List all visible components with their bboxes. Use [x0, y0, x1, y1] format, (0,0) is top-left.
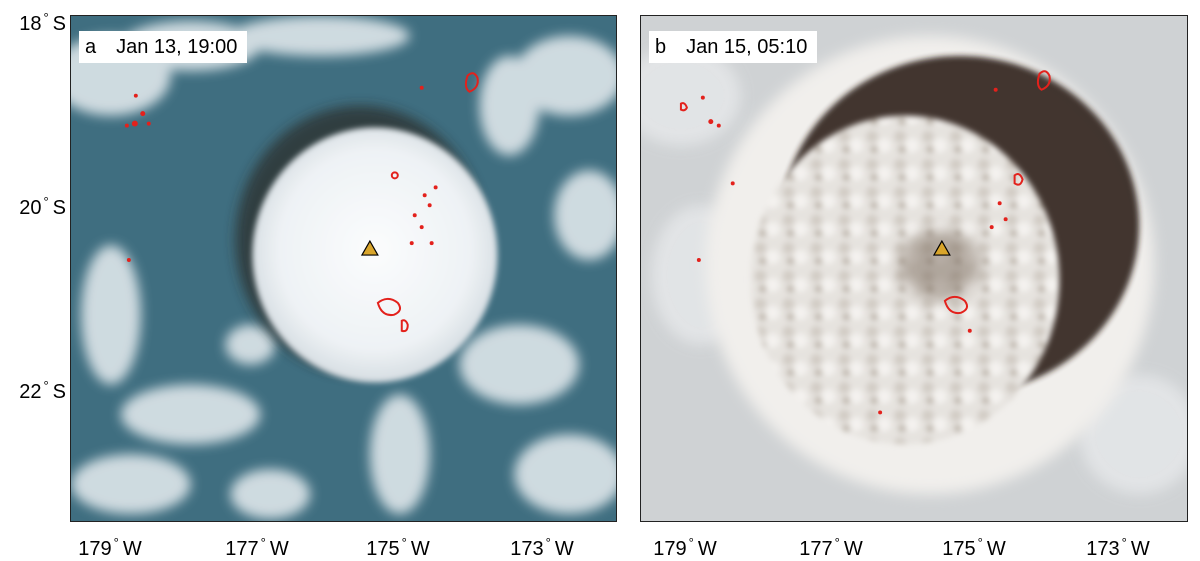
lon-label-b-173w: 173 ° W: [1086, 535, 1150, 560]
satellite-panel-b: b Jan 15, 05:10: [640, 15, 1188, 522]
lon-label-a-179w: 179 ° W: [78, 535, 142, 560]
lat-label-18s: 18 ° S: [19, 10, 66, 35]
lon-label-b-177w: 177 ° W: [799, 535, 863, 560]
lon-label-a-175w: 175 ° W: [366, 535, 430, 560]
panel-a-letter: a: [85, 35, 97, 58]
satellite-panel-a: a Jan 13, 19:00: [70, 15, 617, 522]
satellite-image-a: [71, 16, 616, 521]
lon-label-a-173w: 173 ° W: [510, 535, 574, 560]
panel-b-letter: b: [655, 35, 667, 58]
lat-label-22s: 22 ° S: [19, 378, 66, 403]
panel-a-label: a Jan 13, 19:00: [79, 31, 248, 63]
lon-label-b-179w: 179 ° W: [653, 535, 717, 560]
lat-label-20s: 20 ° S: [19, 194, 66, 219]
lon-label-a-177w: 177 ° W: [225, 535, 289, 560]
panel-b-label: b Jan 15, 05:10: [649, 31, 818, 63]
volcano-triangle-icon-b: [932, 239, 951, 256]
lon-label-b-175w: 175 ° W: [942, 535, 1006, 560]
satellite-image-b: [641, 16, 1187, 521]
panel-a-time: Jan 13, 19:00: [116, 35, 238, 58]
panel-b-time: Jan 15, 05:10: [686, 35, 808, 58]
volcano-triangle-icon-a: [360, 239, 379, 256]
